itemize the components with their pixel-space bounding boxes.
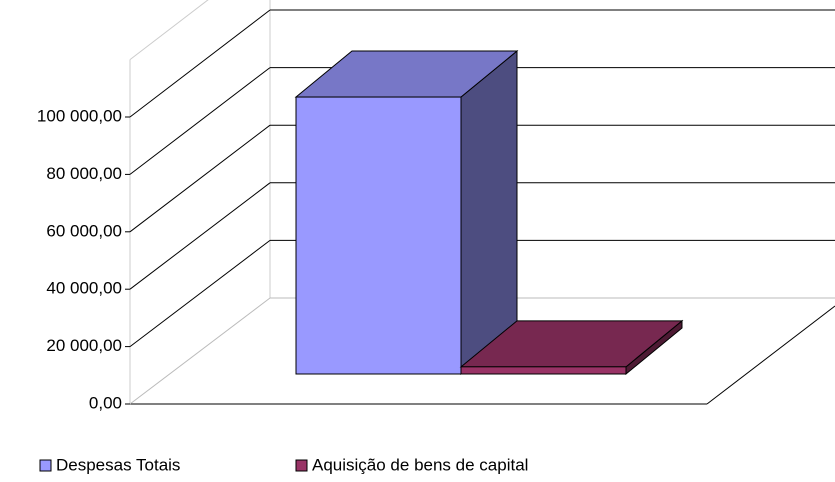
y-tick-label: 20 000,00	[46, 336, 122, 355]
y-tick-label: 60 000,00	[46, 221, 122, 240]
grid-line	[129, 240, 271, 347]
grid-line	[129, 9, 271, 118]
legend-label: Despesas Totais	[56, 455, 180, 474]
grid-line	[129, 124, 271, 233]
grid-line	[129, 182, 271, 290]
legend-label: Aquisição de bens de capital	[312, 455, 528, 474]
grid-line	[129, 297, 271, 405]
legend-swatch	[39, 459, 52, 472]
legend-swatch	[295, 459, 308, 472]
bar	[295, 96, 462, 375]
y-tick-label: 0,00	[89, 393, 122, 412]
grid-line	[129, 67, 271, 175]
bar-side	[460, 49, 518, 376]
y-tick-label: 80 000,00	[46, 164, 122, 183]
bar	[460, 366, 627, 375]
wall-edge	[129, 0, 209, 60]
y-tick-label: 40 000,00	[46, 279, 122, 298]
floor-edge	[706, 305, 835, 405]
y-tick-label: 100 000,00	[37, 106, 122, 125]
